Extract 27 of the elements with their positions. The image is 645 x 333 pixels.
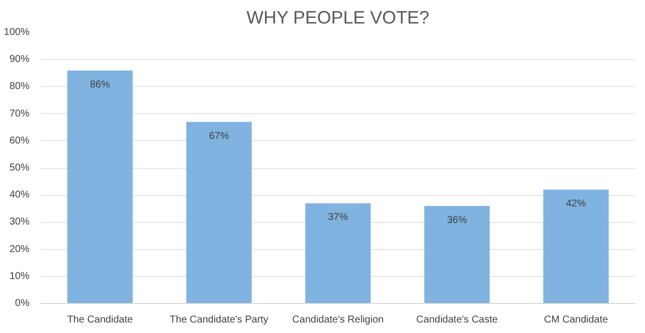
data-label: 37% xyxy=(328,212,348,224)
x-tick-label: Candidate's Religion xyxy=(292,314,384,326)
y-tick-label: 90% xyxy=(9,54,30,66)
bar xyxy=(305,203,371,304)
bar xyxy=(543,190,609,304)
data-label: 86% xyxy=(90,79,110,90)
y-tick-label: 80% xyxy=(9,81,30,92)
y-tick-label: 60% xyxy=(9,135,30,146)
chart-title: WHY PEOPLE VOTE? xyxy=(246,8,430,28)
y-tick-label: 20% xyxy=(9,244,30,255)
data-label: 67% xyxy=(208,130,230,142)
data-label: 42% xyxy=(566,198,586,210)
bar xyxy=(186,122,252,304)
bar xyxy=(424,206,490,304)
y-tick-label: 70% xyxy=(9,108,30,120)
y-tick-label: 40% xyxy=(9,190,30,201)
y-tick-label: 50% xyxy=(9,162,30,174)
bar xyxy=(67,70,133,304)
x-tick-label: Candidate's Caste xyxy=(416,314,498,326)
y-tick-label: 0% xyxy=(15,298,30,309)
y-tick-label: 10% xyxy=(9,270,30,282)
y-tick-label: 30% xyxy=(9,216,30,228)
x-tick-label: The Candidate's Party xyxy=(170,314,268,326)
y-tick-label: 100% xyxy=(4,27,30,38)
data-label: 36% xyxy=(446,214,468,226)
x-tick-label: CM Candidate xyxy=(544,314,608,326)
x-tick-label: The Candidate xyxy=(67,314,134,326)
